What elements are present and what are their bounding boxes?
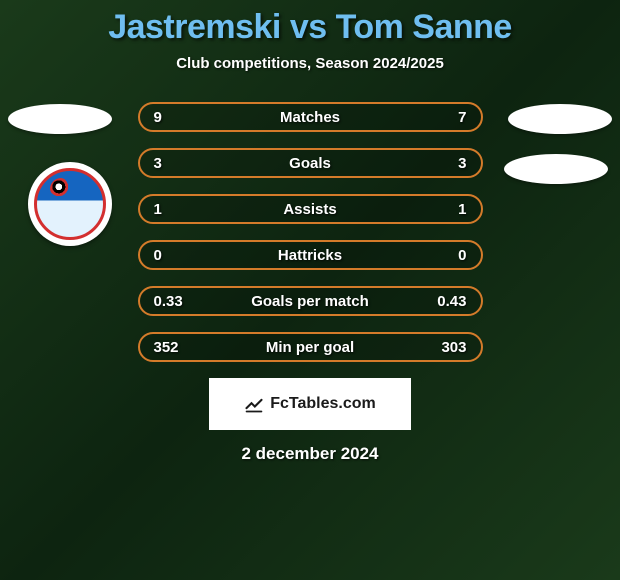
stat-label: Min per goal [266,339,354,356]
stat-left-value: 352 [154,339,179,356]
stat-right-value: 3 [458,155,466,172]
stat-label: Goals per match [251,293,369,310]
stat-label: Hattricks [278,247,342,264]
stat-row: 3 Goals 3 [138,148,483,178]
date-text: 2 december 2024 [0,444,620,464]
stat-label: Matches [280,109,340,126]
attribution-box: FcTables.com [209,378,411,430]
stat-left-value: 0.33 [154,293,183,310]
stat-label: Goals [289,155,331,172]
stat-label: Assists [283,201,336,218]
stat-right-value: 7 [458,109,466,126]
subtitle: Club competitions, Season 2024/2025 [0,55,620,72]
stat-left-value: 1 [154,201,162,218]
content-area: 9 Matches 7 3 Goals 3 1 Assists 1 0 Hatt… [0,102,620,464]
stat-row: 1 Assists 1 [138,194,483,224]
club-badge-left-inner [34,168,106,240]
stat-row: 9 Matches 7 [138,102,483,132]
club-badge-left [28,162,112,246]
stats-rows: 9 Matches 7 3 Goals 3 1 Assists 1 0 Hatt… [138,102,483,362]
stat-right-value: 0 [458,247,466,264]
decoration-ellipse-right [504,154,608,184]
stat-row: 0.33 Goals per match 0.43 [138,286,483,316]
stat-left-value: 9 [154,109,162,126]
decoration-ellipse-top-right [508,104,612,134]
stat-right-value: 303 [441,339,466,356]
stat-row: 352 Min per goal 303 [138,332,483,362]
stat-left-value: 0 [154,247,162,264]
stat-left-value: 3 [154,155,162,172]
page-title: Jastremski vs Tom Sanne [0,0,620,47]
attribution-text: FcTables.com [270,395,376,413]
chart-icon [244,394,264,414]
stat-row: 0 Hattricks 0 [138,240,483,270]
stat-right-value: 0.43 [437,293,466,310]
stat-right-value: 1 [458,201,466,218]
decoration-ellipse-top-left [8,104,112,134]
comparison-card: Jastremski vs Tom Sanne Club competition… [0,0,620,580]
